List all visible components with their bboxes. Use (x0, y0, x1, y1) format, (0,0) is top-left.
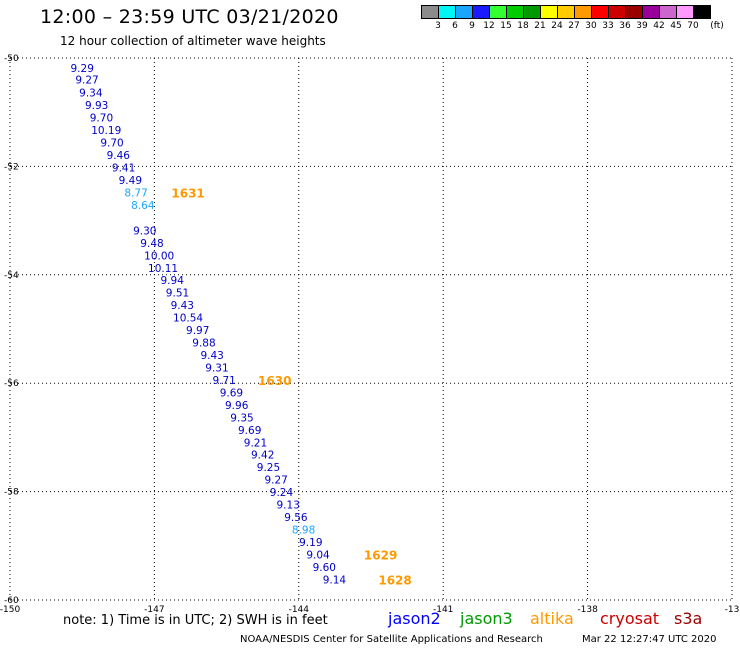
color-scale-label: 45 (670, 21, 682, 31)
wave-height-point: 9.31 (205, 362, 228, 374)
color-scale-label: 9 (469, 21, 475, 31)
wave-height-point: 10.54 (173, 313, 203, 325)
satellite-legend-altika: altika (530, 609, 574, 628)
satellite-legend-s3a: s3a (674, 609, 703, 628)
color-scale-label: 6 (452, 21, 458, 31)
color-scale-label: 42 (653, 21, 665, 31)
wave-height-point: 9.43 (171, 300, 194, 312)
color-scale-label: 24 (551, 21, 563, 31)
color-scale-swatch (693, 5, 711, 19)
wave-height-point: 9.30 (133, 225, 156, 237)
pass-number-label: 1628 (378, 573, 411, 587)
wave-height-point: 9.69 (238, 425, 261, 437)
wave-height-point: 8.77 (124, 187, 147, 199)
color-scale-label: 39 (636, 21, 648, 31)
wave-height-point: 10.11 (148, 263, 178, 275)
wave-height-point: 9.70 (100, 138, 123, 150)
color-scale-label: 27 (568, 21, 580, 31)
credit-line: NOAA/NESDIS Center for Satellite Applica… (240, 634, 543, 645)
x-tick-label: -141 (433, 605, 453, 615)
color-scale-label: 18 (517, 21, 529, 31)
wave-height-point: 9.29 (71, 63, 94, 75)
wave-height-point: 9.97 (186, 325, 209, 337)
satellite-legend-jason3: jason3 (460, 609, 513, 628)
wave-height-point: 9.24 (270, 487, 294, 499)
wave-height-point: 9.70 (90, 113, 113, 125)
color-scale-label: 15 (500, 21, 512, 31)
color-scale-label: 12 (483, 21, 495, 31)
wave-height-point: 9.48 (140, 238, 163, 250)
wave-height-point: 9.27 (264, 475, 287, 487)
satellite-legend-cryosat: cryosat (600, 609, 660, 628)
y-tick-label: -58 (4, 488, 19, 498)
wave-height-point: 9.14 (323, 574, 347, 586)
wave-height-color-scale (421, 5, 711, 19)
pass-number-label: 1630 (258, 374, 291, 388)
wave-height-point: 9.25 (257, 462, 280, 474)
page-title: 12:00 – 23:59 UTC 03/21/2020 (40, 6, 339, 28)
wave-height-point: 9.04 (306, 549, 330, 561)
x-tick-label: -150 (0, 605, 20, 615)
x-tick-label: -144 (289, 605, 310, 615)
wave-height-point: 9.19 (299, 537, 322, 549)
wave-height-point: 10.00 (144, 250, 174, 262)
pass-number-label: 1631 (171, 186, 204, 200)
x-tick-label: -147 (144, 605, 164, 615)
color-scale-label: 3 (435, 21, 441, 31)
wave-height-point: 8.98 (292, 525, 315, 537)
y-tick-label: -52 (4, 162, 19, 172)
wave-height-point: 9.27 (75, 75, 98, 87)
pass-number-label: 1629 (364, 548, 397, 562)
wave-height-point: 9.88 (192, 338, 215, 350)
page-subtitle: 12 hour collection of altimeter wave hei… (60, 34, 326, 48)
color-scale-labels: 3 6 9 12 15 18 21 24 27 30 33 36 39 42 45 70 (ft) (422, 21, 740, 35)
wave-height-point: 9.43 (200, 350, 223, 362)
generated-timestamp: Mar 22 12:27:47 UTC 2020 (582, 634, 717, 645)
y-tick-label: -50 (4, 54, 19, 64)
color-scale-label: 21 (534, 21, 546, 31)
wave-height-point: 9.41 (112, 162, 135, 174)
wave-height-point: 9.13 (277, 500, 300, 512)
wave-height-point: 10.19 (91, 125, 121, 137)
color-scale-label: 33 (602, 21, 614, 31)
y-tick-label: -56 (4, 379, 19, 389)
color-scale-label: 36 (619, 21, 631, 31)
wave-height-point: 9.93 (85, 100, 108, 112)
wave-height-point: 9.34 (79, 88, 103, 100)
y-tick-label: -60 (4, 596, 19, 606)
wave-height-point: 9.96 (225, 400, 249, 412)
wave-height-point: 9.94 (161, 275, 185, 287)
wave-height-point: 9.21 (244, 437, 267, 449)
wave-height-point: 9.46 (107, 150, 131, 162)
x-tick-label: -138 (577, 605, 598, 615)
footer-note: note: 1) Time is in UTC; 2) SWH is in fe… (63, 613, 328, 628)
wave-height-point: 9.49 (119, 175, 142, 187)
wave-height-point: 9.69 (220, 387, 243, 399)
color-scale-unit: (ft) (710, 21, 724, 31)
color-scale-label: 70 (687, 21, 699, 31)
y-tick-label: -54 (4, 271, 19, 281)
satellite-legend-jason2: jason2 (388, 609, 441, 628)
wave-height-point: 9.51 (166, 288, 189, 300)
wave-height-point: 9.60 (313, 562, 336, 574)
wave-height-point: 9.56 (284, 512, 308, 524)
wave-height-point: 9.42 (251, 450, 274, 462)
wave-height-point: 9.71 (212, 375, 235, 387)
x-tick-label: -13 (725, 605, 740, 615)
wave-height-point: 9.35 (230, 412, 253, 424)
wave-height-point: 8.64 (131, 200, 155, 212)
color-scale-label: 30 (585, 21, 597, 31)
